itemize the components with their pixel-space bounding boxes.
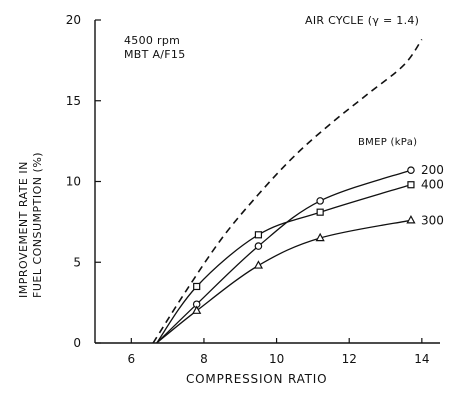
- series-label-200: 200: [421, 163, 444, 177]
- y-tick-label-15: 15: [66, 94, 81, 108]
- x-tick-label-14: 14: [414, 352, 429, 366]
- y-tick-label-20: 20: [66, 13, 81, 27]
- condition-af: MBT A/F15: [124, 48, 186, 61]
- marker-300-1: [192, 305, 202, 314]
- y-tick-label-10: 10: [66, 175, 81, 189]
- air-cycle-label: AIR CYCLE (γ = 1.4): [305, 14, 420, 27]
- series-label-300: 300: [421, 213, 444, 227]
- series-line-400: [156, 184, 412, 344]
- condition-rpm: 4500 rpm: [124, 34, 181, 47]
- marker-400-3: [316, 208, 324, 216]
- legend-title: BMEP (kPa): [358, 137, 418, 148]
- marker-300-4: [406, 215, 416, 224]
- marker-200-3: [316, 197, 324, 205]
- axes: [94, 19, 440, 344]
- air-cycle-curve: [152, 38, 423, 344]
- y-axis-label-line2: FUEL CONSUMPTION (%): [31, 151, 44, 298]
- marker-200-2: [254, 242, 263, 250]
- marker-400-2: [254, 231, 263, 239]
- marker-400-1: [193, 282, 201, 291]
- series-label-400: 400: [421, 178, 444, 192]
- data-curves: [152, 38, 423, 344]
- x-axis-label: COMPRESSION RATIO: [186, 372, 328, 386]
- data-markers: [192, 166, 416, 314]
- x-tick-label-6: 6: [127, 352, 135, 366]
- marker-200-4: [407, 166, 415, 174]
- series-line-300: [156, 219, 412, 344]
- y-tick-label-0: 0: [73, 336, 81, 350]
- marker-300-2: [253, 260, 264, 269]
- y-tick-label-5: 5: [73, 255, 81, 269]
- y-axis-label-line1: IMPROVEMENT RATE IN: [17, 161, 30, 298]
- x-tick-label-10: 10: [269, 352, 284, 366]
- marker-300-3: [315, 232, 325, 242]
- x-tick-label-12: 12: [342, 352, 357, 366]
- x-tick-label-8: 8: [200, 352, 208, 366]
- marker-400-4: [407, 181, 415, 189]
